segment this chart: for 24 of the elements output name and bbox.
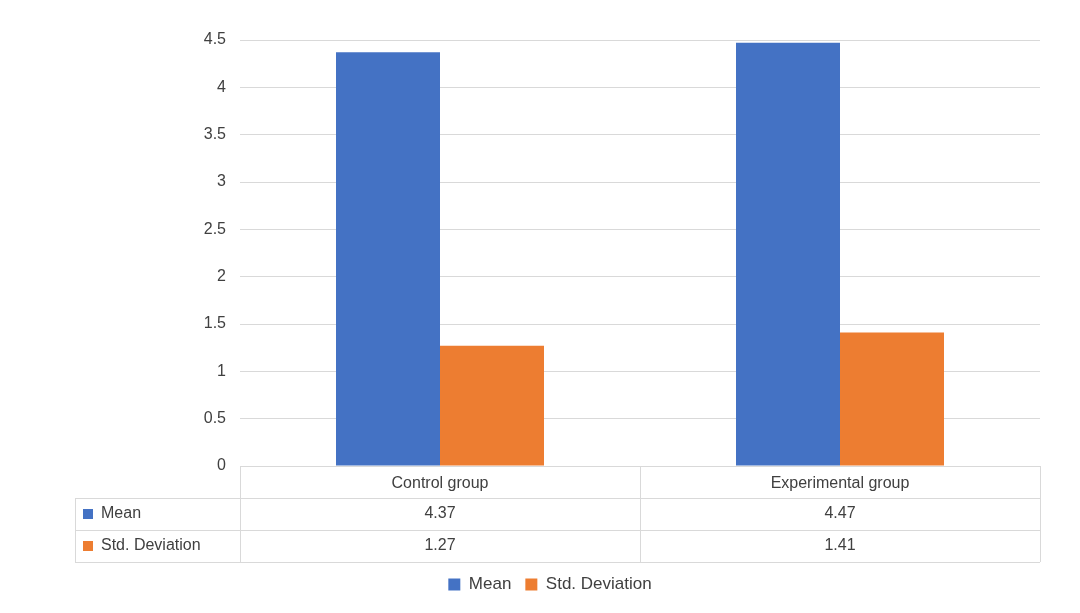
data-label: 1.41 — [824, 536, 856, 554]
y-tick-label: 1 — [217, 361, 227, 379]
y-tick-label: 3.5 — [203, 125, 227, 143]
text: Mean — [101, 504, 142, 522]
legend-label: Std. Deviation — [545, 574, 652, 594]
y-tick-label: 0.5 — [203, 409, 227, 427]
bar — [440, 345, 544, 466]
y-tick-label: 3 — [217, 172, 227, 190]
bar — [336, 52, 440, 466]
legend-label: Mean — [468, 574, 512, 594]
y-tick-label: 0 — [217, 456, 227, 474]
bar — [840, 332, 944, 466]
data-label: 4.47 — [824, 504, 856, 522]
data-label: 1.27 — [424, 536, 456, 554]
y-tick-label: 2 — [217, 267, 227, 285]
bar — [736, 42, 840, 466]
data-label: 4.37 — [424, 504, 456, 522]
y-tick-label: 2.5 — [203, 219, 227, 237]
y-tick-label: 4.5 — [203, 30, 227, 48]
y-tick-label: 1.5 — [203, 314, 227, 332]
x-tick-label: Experimental group — [770, 474, 910, 492]
text: Std. Deviation — [101, 536, 201, 554]
x-tick-label: Control group — [391, 474, 489, 492]
y-tick-label: 4 — [217, 77, 227, 95]
